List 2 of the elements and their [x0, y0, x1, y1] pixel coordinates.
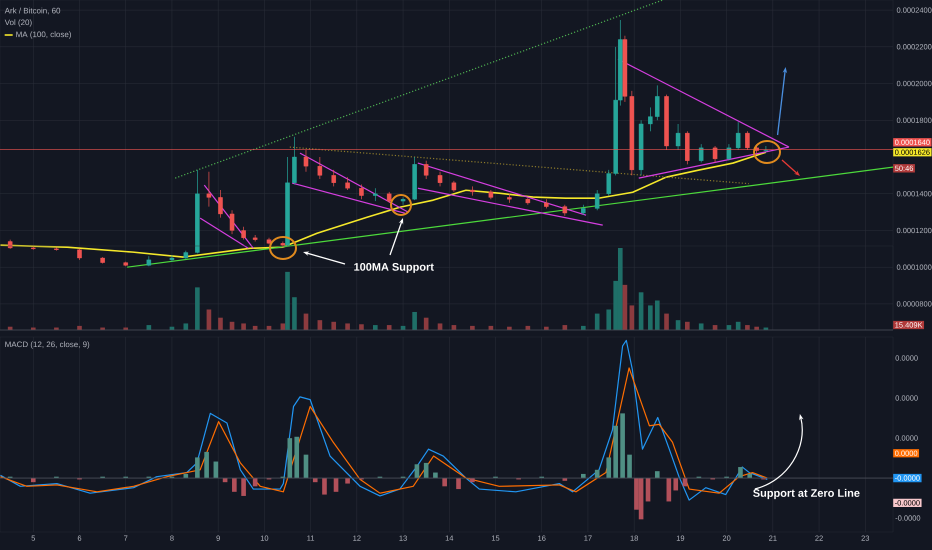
annotation: 100MA Support: [354, 263, 434, 273]
annotation: Support at Zero Line: [753, 488, 860, 500]
